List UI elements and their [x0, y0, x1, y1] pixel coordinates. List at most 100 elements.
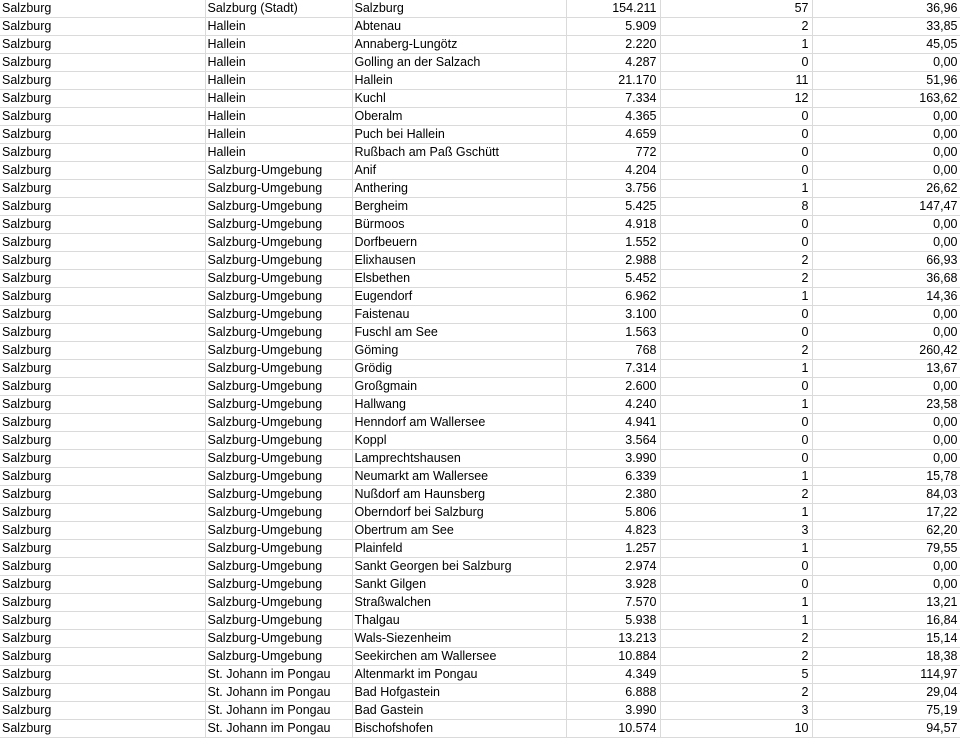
rate-cell[interactable]: 51,96	[812, 71, 960, 90]
state-cell[interactable]: Salzburg	[0, 125, 206, 144]
population-cell[interactable]: 2.988	[566, 251, 661, 270]
population-cell[interactable]: 4.365	[566, 107, 661, 126]
rate-cell[interactable]: 0,00	[812, 413, 960, 432]
population-cell[interactable]: 5.806	[566, 503, 661, 522]
count-cell[interactable]: 11	[660, 71, 813, 90]
municipality-cell[interactable]: Annaberg-Lungötz	[352, 35, 567, 54]
rate-cell[interactable]: 0,00	[812, 323, 960, 342]
municipality-cell[interactable]: Nußdorf am Haunsberg	[352, 485, 567, 504]
rate-cell[interactable]: 26,62	[812, 179, 960, 198]
municipality-cell[interactable]: Golling an der Salzach	[352, 53, 567, 72]
municipality-cell[interactable]: Anthering	[352, 179, 567, 198]
state-cell[interactable]: Salzburg	[0, 143, 206, 162]
population-cell[interactable]: 4.823	[566, 521, 661, 540]
count-cell[interactable]: 57	[660, 0, 813, 18]
district-cell[interactable]: Salzburg-Umgebung	[205, 269, 353, 288]
rate-cell[interactable]: 0,00	[812, 143, 960, 162]
count-cell[interactable]: 1	[660, 179, 813, 198]
municipality-cell[interactable]: Dorfbeuern	[352, 233, 567, 252]
district-cell[interactable]: Hallein	[205, 17, 353, 36]
rate-cell[interactable]: 0,00	[812, 233, 960, 252]
rate-cell[interactable]: 147,47	[812, 197, 960, 216]
population-cell[interactable]: 4.204	[566, 161, 661, 180]
state-cell[interactable]: Salzburg	[0, 269, 206, 288]
municipality-cell[interactable]: Neumarkt am Wallersee	[352, 467, 567, 486]
count-cell[interactable]: 0	[660, 215, 813, 234]
rate-cell[interactable]: 17,22	[812, 503, 960, 522]
count-cell[interactable]: 1	[660, 395, 813, 414]
municipality-cell[interactable]: Fuschl am See	[352, 323, 567, 342]
state-cell[interactable]: Salzburg	[0, 53, 206, 72]
rate-cell[interactable]: 0,00	[812, 449, 960, 468]
population-cell[interactable]: 4.659	[566, 125, 661, 144]
municipality-cell[interactable]: Bischofshofen	[352, 719, 567, 738]
rate-cell[interactable]: 163,62	[812, 89, 960, 108]
district-cell[interactable]: Salzburg-Umgebung	[205, 323, 353, 342]
rate-cell[interactable]: 0,00	[812, 107, 960, 126]
state-cell[interactable]: Salzburg	[0, 485, 206, 504]
district-cell[interactable]: Salzburg-Umgebung	[205, 575, 353, 594]
count-cell[interactable]: 0	[660, 125, 813, 144]
state-cell[interactable]: Salzburg	[0, 251, 206, 270]
population-cell[interactable]: 154.211	[566, 0, 661, 18]
population-cell[interactable]: 5.938	[566, 611, 661, 630]
municipality-cell[interactable]: Elixhausen	[352, 251, 567, 270]
state-cell[interactable]: Salzburg	[0, 0, 206, 18]
count-cell[interactable]: 10	[660, 719, 813, 738]
municipality-cell[interactable]: Faistenau	[352, 305, 567, 324]
count-cell[interactable]: 0	[660, 107, 813, 126]
state-cell[interactable]: Salzburg	[0, 593, 206, 612]
district-cell[interactable]: Hallein	[205, 71, 353, 90]
municipality-cell[interactable]: Sankt Gilgen	[352, 575, 567, 594]
municipality-cell[interactable]: Koppl	[352, 431, 567, 450]
population-cell[interactable]: 7.334	[566, 89, 661, 108]
municipality-cell[interactable]: Abtenau	[352, 17, 567, 36]
municipality-cell[interactable]: Göming	[352, 341, 567, 360]
count-cell[interactable]: 1	[660, 467, 813, 486]
state-cell[interactable]: Salzburg	[0, 395, 206, 414]
rate-cell[interactable]: 62,20	[812, 521, 960, 540]
count-cell[interactable]: 1	[660, 593, 813, 612]
population-cell[interactable]: 7.570	[566, 593, 661, 612]
state-cell[interactable]: Salzburg	[0, 305, 206, 324]
district-cell[interactable]: Salzburg-Umgebung	[205, 503, 353, 522]
municipality-cell[interactable]: Elsbethen	[352, 269, 567, 288]
rate-cell[interactable]: 0,00	[812, 431, 960, 450]
count-cell[interactable]: 0	[660, 557, 813, 576]
count-cell[interactable]: 0	[660, 323, 813, 342]
rate-cell[interactable]: 29,04	[812, 683, 960, 702]
municipality-cell[interactable]: Eugendorf	[352, 287, 567, 306]
population-cell[interactable]: 3.990	[566, 701, 661, 720]
population-cell[interactable]: 21.170	[566, 71, 661, 90]
rate-cell[interactable]: 79,55	[812, 539, 960, 558]
rate-cell[interactable]: 66,93	[812, 251, 960, 270]
municipality-cell[interactable]: Oberalm	[352, 107, 567, 126]
population-cell[interactable]: 772	[566, 143, 661, 162]
municipality-cell[interactable]: Obertrum am See	[352, 521, 567, 540]
count-cell[interactable]: 2	[660, 251, 813, 270]
state-cell[interactable]: Salzburg	[0, 449, 206, 468]
count-cell[interactable]: 2	[660, 341, 813, 360]
rate-cell[interactable]: 13,67	[812, 359, 960, 378]
municipality-cell[interactable]: Straßwalchen	[352, 593, 567, 612]
rate-cell[interactable]: 0,00	[812, 377, 960, 396]
municipality-cell[interactable]: Seekirchen am Wallersee	[352, 647, 567, 666]
count-cell[interactable]: 0	[660, 575, 813, 594]
municipality-cell[interactable]: Henndorf am Wallersee	[352, 413, 567, 432]
count-cell[interactable]: 1	[660, 539, 813, 558]
state-cell[interactable]: Salzburg	[0, 107, 206, 126]
state-cell[interactable]: Salzburg	[0, 629, 206, 648]
district-cell[interactable]: Salzburg-Umgebung	[205, 251, 353, 270]
state-cell[interactable]: Salzburg	[0, 701, 206, 720]
state-cell[interactable]: Salzburg	[0, 17, 206, 36]
district-cell[interactable]: Salzburg-Umgebung	[205, 359, 353, 378]
state-cell[interactable]: Salzburg	[0, 89, 206, 108]
rate-cell[interactable]: 15,14	[812, 629, 960, 648]
state-cell[interactable]: Salzburg	[0, 575, 206, 594]
district-cell[interactable]: Hallein	[205, 35, 353, 54]
count-cell[interactable]: 12	[660, 89, 813, 108]
district-cell[interactable]: Hallein	[205, 89, 353, 108]
municipality-cell[interactable]: Altenmarkt im Pongau	[352, 665, 567, 684]
district-cell[interactable]: Salzburg-Umgebung	[205, 431, 353, 450]
count-cell[interactable]: 2	[660, 629, 813, 648]
